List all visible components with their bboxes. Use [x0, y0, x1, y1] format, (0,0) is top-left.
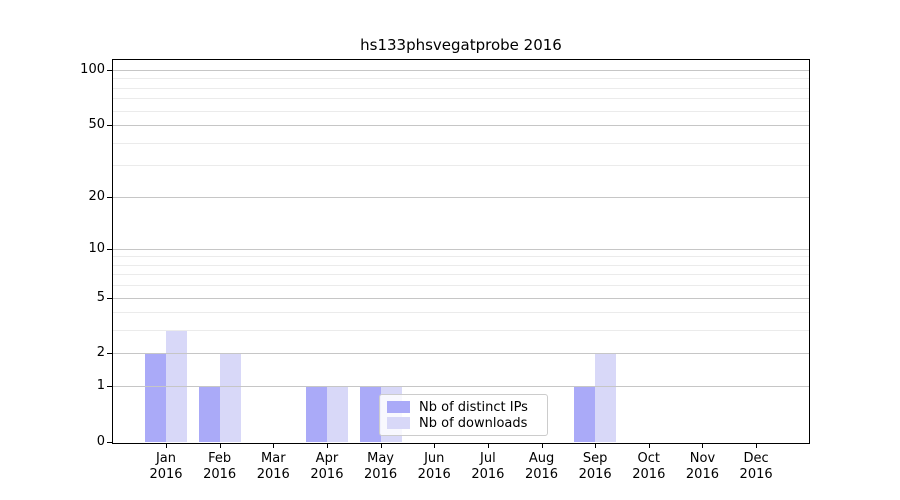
- legend-item-distinct-ips: Nb of distinct IPs: [387, 399, 540, 415]
- minor-gridline: [113, 165, 809, 167]
- minor-gridline: [113, 142, 809, 144]
- legend-label-downloads: Nb of downloads: [419, 415, 528, 431]
- legend-swatch-downloads: [387, 417, 410, 429]
- x-tick-mark: [756, 443, 758, 448]
- minor-gridline: [113, 87, 809, 89]
- minor-gridline: [113, 256, 809, 258]
- x-tick-mark: [541, 443, 543, 448]
- y-tick-label: 1: [96, 378, 105, 394]
- major-gridline: [113, 248, 809, 250]
- minor-gridline: [113, 110, 809, 112]
- legend: Nb of distinct IPs Nb of downloads: [379, 394, 548, 436]
- legend-item-downloads: Nb of downloads: [387, 415, 540, 431]
- bar-distinct-ips-jan: [145, 353, 166, 442]
- minor-gridline: [113, 312, 809, 314]
- bar-downloads-apr: [326, 386, 348, 442]
- minor-gridline: [113, 264, 809, 266]
- major-gridline: [113, 70, 809, 71]
- bar-distinct-ips-may: [359, 386, 381, 442]
- x-tick-label: Feb 2016: [203, 451, 237, 482]
- x-tick-label: Jan 2016: [149, 451, 183, 482]
- y-tick-label: 5: [96, 289, 105, 305]
- x-tick-mark: [595, 443, 597, 448]
- minor-gridline: [113, 274, 809, 276]
- chart-title: hs133phsvegatprobe 2016: [360, 36, 562, 54]
- x-tick-label: Jun 2016: [417, 451, 451, 482]
- x-tick-label: Oct 2016: [632, 451, 666, 482]
- minor-gridline: [113, 98, 809, 100]
- x-tick-label: Mar 2016: [256, 451, 290, 482]
- y-tick-mark: [107, 125, 112, 127]
- y-tick-label: 2: [96, 345, 105, 361]
- major-gridline: [113, 196, 809, 198]
- x-tick-mark: [166, 443, 167, 448]
- y-tick-mark: [107, 196, 112, 198]
- x-tick-mark: [326, 443, 328, 448]
- x-tick-mark: [648, 443, 650, 448]
- minor-gridline: [113, 285, 809, 287]
- y-tick-label: 0: [96, 434, 105, 449]
- y-tick-mark: [107, 353, 112, 355]
- minor-gridline: [113, 330, 809, 332]
- legend-label-distinct-ips: Nb of distinct IPs: [419, 399, 528, 415]
- y-tick-label: 20: [88, 188, 105, 204]
- x-tick-mark: [380, 443, 382, 448]
- y-tick-mark: [107, 442, 112, 443]
- y-tick-label: 50: [88, 117, 105, 133]
- bar-downloads-feb: [219, 353, 241, 442]
- x-tick-label: Nov 2016: [685, 451, 719, 482]
- x-tick-mark: [487, 443, 489, 448]
- major-gridline: [113, 297, 809, 299]
- x-tick-mark: [434, 443, 436, 448]
- y-tick-mark: [107, 248, 112, 250]
- bar-distinct-ips-apr: [305, 386, 327, 442]
- x-tick-label: Aug 2016: [524, 451, 559, 482]
- bar-distinct-ips-feb: [198, 386, 220, 442]
- major-gridline: [113, 353, 809, 355]
- x-tick-mark: [219, 443, 221, 448]
- bar-distinct-ips-sep: [574, 386, 596, 442]
- y-tick-mark: [107, 297, 112, 299]
- x-tick-mark: [702, 443, 704, 448]
- x-tick-label: Apr 2016: [310, 451, 344, 482]
- y-tick-label: 10: [88, 240, 105, 256]
- bar-downloads-jan: [166, 330, 187, 442]
- y-tick-mark: [107, 70, 112, 71]
- y-tick-mark: [107, 386, 112, 388]
- minor-gridline: [113, 78, 809, 80]
- x-tick-mark: [273, 443, 275, 448]
- major-gridline: [113, 125, 809, 127]
- x-tick-label: Sep 2016: [578, 451, 612, 482]
- legend-swatch-distinct-ips: [387, 401, 410, 413]
- x-tick-label: Jul 2016: [471, 451, 505, 482]
- x-tick-label: May 2016: [364, 451, 398, 482]
- x-tick-label: Dec 2016: [739, 451, 773, 482]
- y-tick-label: 100: [80, 62, 105, 77]
- bar-downloads-sep: [595, 353, 617, 442]
